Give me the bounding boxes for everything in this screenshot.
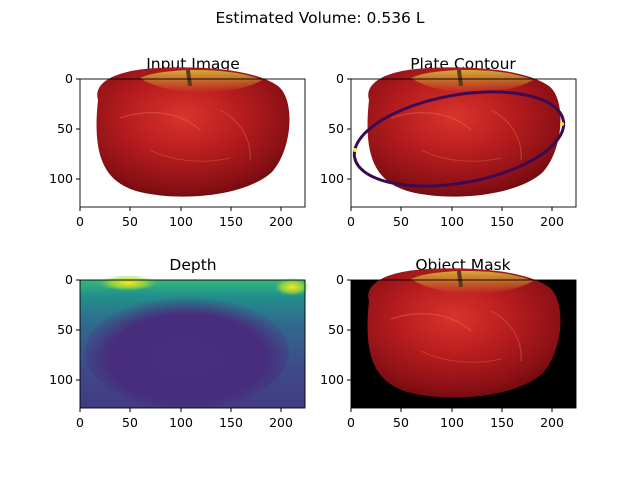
x-tick-label: 50 <box>122 415 138 430</box>
y-tick-label: 100 <box>320 171 344 186</box>
x-tick-label: 50 <box>393 415 409 430</box>
axes-frame-input-image <box>79 78 306 208</box>
x-tick-label: 50 <box>122 214 138 229</box>
x-tick-label: 200 <box>269 415 293 430</box>
x-tick-label: 200 <box>540 214 564 229</box>
y-ticks-input-image: 0 50 100 <box>49 71 80 186</box>
x-tick-label: 100 <box>440 214 464 229</box>
panel-title-depth: Depth <box>169 256 216 274</box>
y-tick-label: 100 <box>49 171 73 186</box>
y-tick-label: 100 <box>320 372 344 387</box>
y-ticks-depth: 0 50 100 <box>49 272 80 387</box>
axes-frame-plate-contour <box>350 78 577 208</box>
y-tick-label: 50 <box>57 121 73 136</box>
y-tick-label: 50 <box>328 322 344 337</box>
x-tick-label: 200 <box>540 415 564 430</box>
masked-apple <box>366 267 562 399</box>
y-tick-label: 100 <box>49 372 73 387</box>
panel-plate-contour: Plate Contour 0 50 100 150 200 0 50 100 <box>320 55 577 229</box>
x-ticks-object-mask: 0 50 100 150 200 <box>347 408 564 430</box>
x-tick-label: 0 <box>76 415 84 430</box>
x-tick-label: 200 <box>269 214 293 229</box>
y-tick-label: 0 <box>65 272 73 287</box>
x-tick-label: 0 <box>76 214 84 229</box>
x-tick-label: 100 <box>440 415 464 430</box>
y-tick-label: 50 <box>328 121 344 136</box>
plate-contour-ellipse <box>352 90 566 188</box>
x-tick-label: 150 <box>490 214 514 229</box>
x-ticks-depth: 0 50 100 150 200 <box>76 408 293 430</box>
depth-highlight-right <box>274 278 310 296</box>
figure-suptitle: Estimated Volume: 0.536 L <box>216 9 425 27</box>
panel-object-mask: Object Mask 0 50 100 150 200 0 50 100 <box>320 256 577 430</box>
y-ticks-object-mask: 0 50 100 <box>320 272 351 387</box>
x-ticks-input-image: 0 50 100 150 200 <box>76 207 293 229</box>
x-tick-label: 100 <box>169 214 193 229</box>
contour-point <box>353 148 357 152</box>
x-tick-label: 150 <box>219 214 243 229</box>
panel-input-image: Input Image 0 50 100 150 200 0 50 100 <box>49 55 306 229</box>
axes-frame-object-mask <box>350 279 577 409</box>
panel-depth: Depth 0 50 100 150 200 0 50 100 <box>49 256 310 430</box>
contour-point <box>560 122 564 126</box>
apple-photo <box>366 66 562 198</box>
axes-frame-depth <box>79 279 306 409</box>
x-tick-label: 150 <box>219 415 243 430</box>
apple-photo <box>95 66 291 198</box>
y-tick-label: 0 <box>336 272 344 287</box>
depth-highlight-left <box>98 275 158 291</box>
x-tick-label: 100 <box>169 415 193 430</box>
y-tick-label: 0 <box>336 71 344 86</box>
x-tick-label: 0 <box>347 214 355 229</box>
y-ticks-plate-contour: 0 50 100 <box>320 71 351 186</box>
x-tick-label: 150 <box>490 415 514 430</box>
x-ticks-plate-contour: 0 50 100 150 200 <box>347 207 564 229</box>
x-tick-label: 0 <box>347 415 355 430</box>
x-tick-label: 50 <box>393 214 409 229</box>
y-tick-label: 50 <box>57 322 73 337</box>
y-tick-label: 0 <box>65 71 73 86</box>
depth-object-region <box>85 296 289 408</box>
